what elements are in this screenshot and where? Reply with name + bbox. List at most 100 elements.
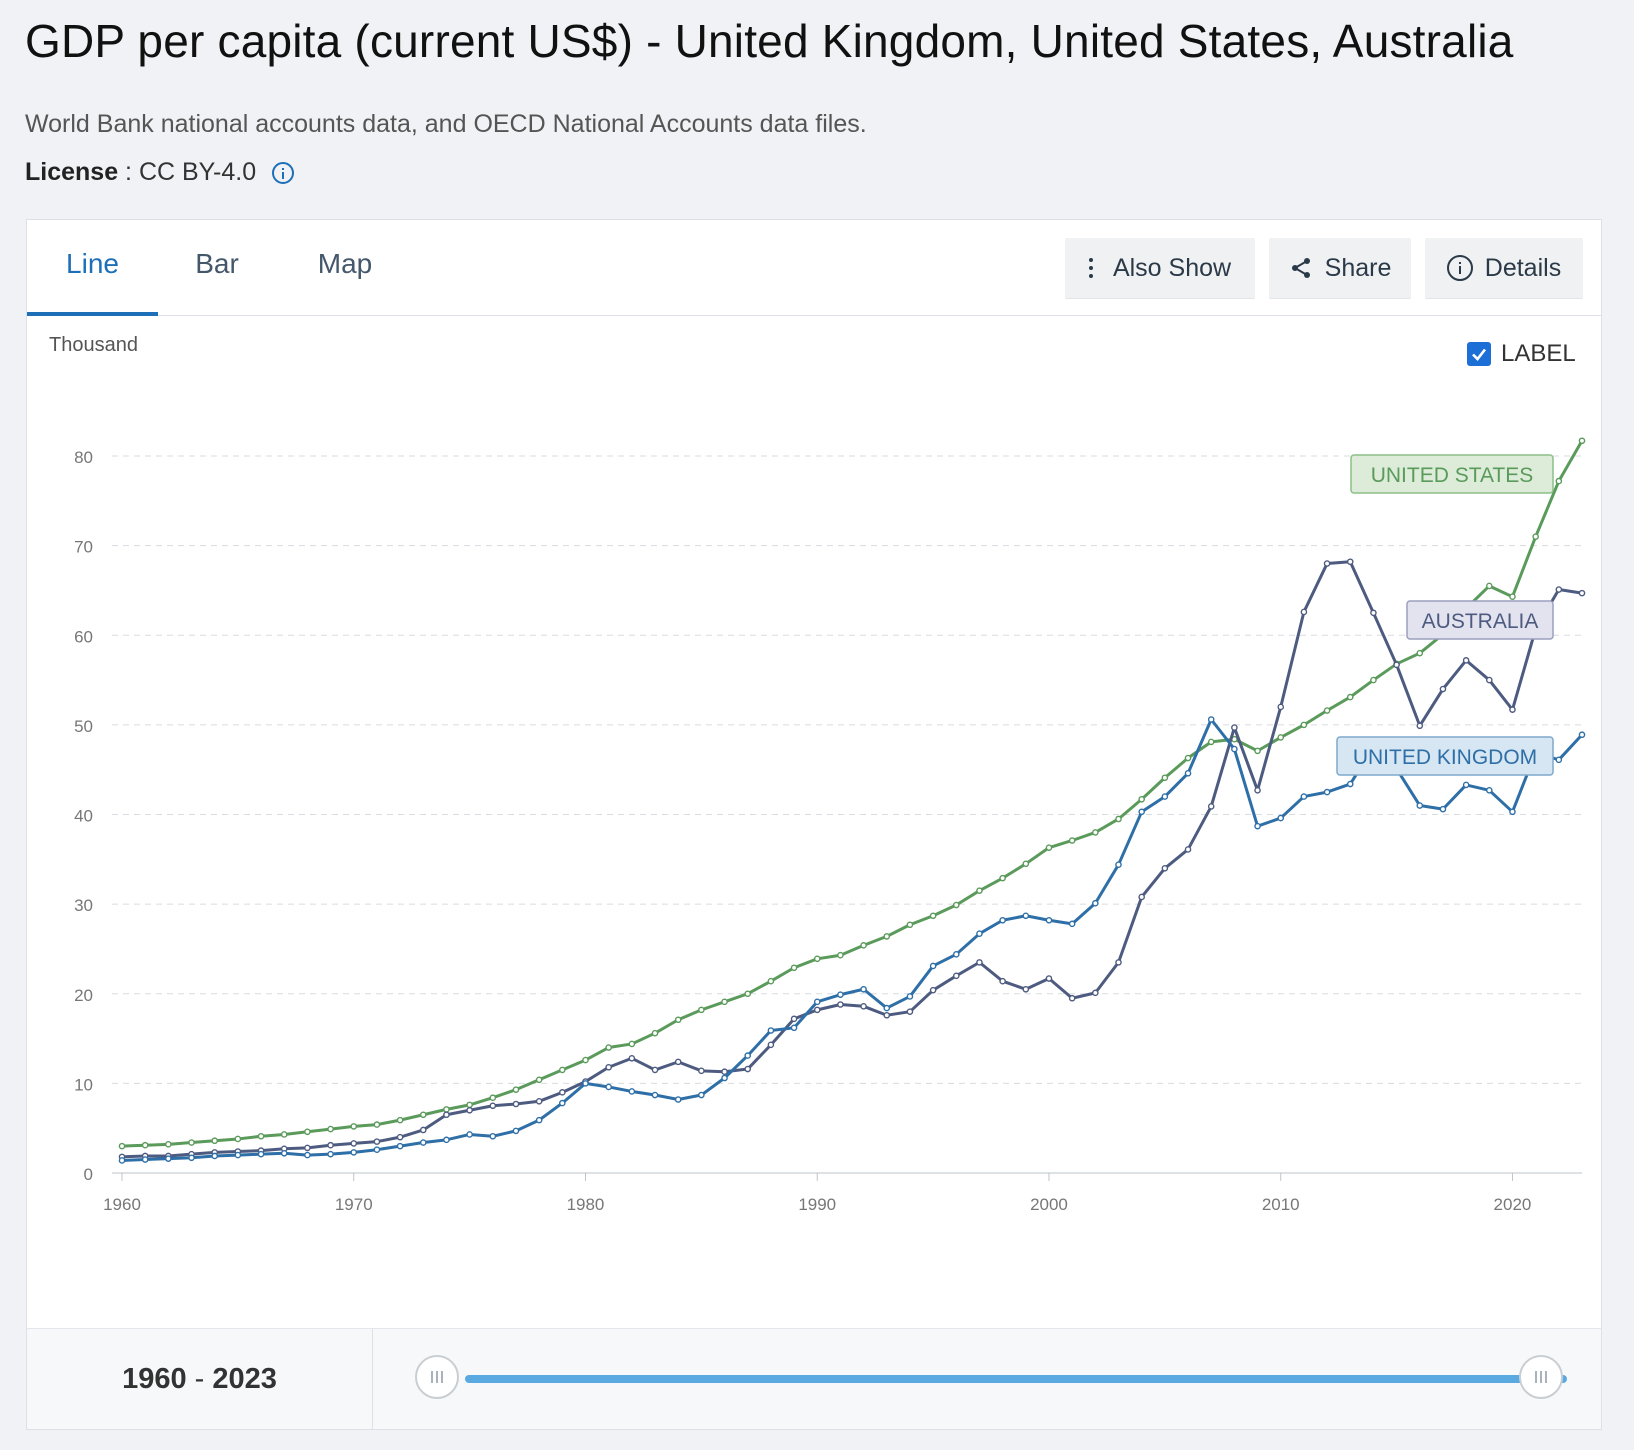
more-vertical-icon bbox=[1088, 258, 1093, 278]
data-point-united-kingdom bbox=[582, 1080, 589, 1087]
data-point-united-states bbox=[721, 998, 728, 1006]
data-point-australia bbox=[373, 1138, 381, 1145]
data-point-united-kingdom bbox=[466, 1131, 473, 1138]
data-point-united-kingdom bbox=[883, 1004, 891, 1012]
data-point-australia bbox=[512, 1100, 520, 1108]
data-point-australia bbox=[721, 1068, 728, 1076]
data-point-australia bbox=[1300, 608, 1308, 616]
data-point-united-states bbox=[535, 1076, 543, 1084]
data-point-united-states bbox=[559, 1066, 566, 1074]
tab-bar-chart[interactable]: Bar bbox=[195, 248, 239, 279]
page-title: GDP per capita (current US$) - United Ki… bbox=[25, 15, 1514, 67]
y-tick-label: 40 bbox=[74, 807, 93, 826]
x-tick-label: 1990 bbox=[798, 1195, 836, 1214]
tab-line[interactable]: Line bbox=[27, 220, 158, 316]
data-point-australia bbox=[304, 1144, 311, 1152]
series-label-australia: AUSTRALIA bbox=[1422, 610, 1539, 633]
data-point-united-states bbox=[141, 1141, 149, 1149]
x-tick-label: 2000 bbox=[1030, 1195, 1068, 1214]
data-point-australia bbox=[1346, 558, 1354, 566]
share-icon bbox=[1291, 258, 1310, 278]
data-point-australia bbox=[767, 1041, 775, 1049]
data-point-australia bbox=[1115, 959, 1122, 966]
share-button[interactable]: Share bbox=[1269, 238, 1411, 298]
series-label-united-states: UNITED STATES bbox=[1371, 464, 1534, 487]
data-point-united-kingdom bbox=[419, 1139, 427, 1146]
data-point-united-states bbox=[1045, 844, 1053, 851]
label-checkbox[interactable] bbox=[1467, 342, 1491, 366]
data-point-united-kingdom bbox=[790, 1024, 798, 1032]
data-point-australia bbox=[674, 1058, 682, 1066]
license-label: License bbox=[25, 158, 119, 186]
series-label-box-united-states bbox=[1350, 454, 1554, 494]
data-point-united-kingdom bbox=[1045, 916, 1053, 924]
data-point-united-kingdom bbox=[906, 993, 914, 1000]
data-point-united-kingdom bbox=[489, 1132, 497, 1140]
series-label-box-australia bbox=[1406, 600, 1554, 640]
tab-map[interactable]: Map bbox=[317, 248, 373, 279]
range-slider-track[interactable] bbox=[465, 1375, 1567, 1383]
data-point-australia bbox=[1370, 609, 1377, 617]
license-value: CC BY-4.0 bbox=[138, 158, 257, 186]
also-show-label: Also Show bbox=[1112, 253, 1232, 282]
also-show-button[interactable]: Also Show bbox=[1065, 238, 1255, 298]
data-point-united-states bbox=[118, 1142, 126, 1150]
data-point-united-states bbox=[1254, 747, 1261, 755]
data-point-united-kingdom bbox=[1231, 745, 1238, 753]
data-point-australia bbox=[790, 1015, 798, 1023]
data-point-australia bbox=[976, 959, 983, 966]
data-point-australia bbox=[559, 1089, 566, 1096]
data-point-australia bbox=[396, 1133, 404, 1141]
details-button[interactable]: Details bbox=[1425, 238, 1583, 298]
data-point-united-kingdom bbox=[767, 1027, 775, 1034]
data-point-australia bbox=[1207, 803, 1215, 810]
data-point-united-kingdom bbox=[929, 962, 937, 970]
data-point-united-kingdom bbox=[1439, 805, 1447, 813]
data-point-united-states bbox=[860, 942, 867, 949]
series-line-australia bbox=[121, 560, 1583, 1159]
data-point-united-kingdom bbox=[327, 1150, 334, 1158]
data-point-united-states bbox=[651, 1029, 659, 1037]
data-point-united-states bbox=[211, 1137, 218, 1145]
data-point-united-states bbox=[1555, 477, 1563, 485]
x-tick-label: 1970 bbox=[335, 1195, 373, 1214]
data-point-united-kingdom bbox=[350, 1149, 358, 1156]
y-tick-label: 70 bbox=[74, 538, 93, 557]
data-point-united-states bbox=[698, 1006, 705, 1014]
series-line-united-states bbox=[121, 440, 1584, 1148]
data-point-united-states bbox=[1207, 738, 1215, 746]
data-point-australia bbox=[1323, 560, 1331, 567]
data-point-united-kingdom bbox=[1323, 788, 1331, 796]
y-axis-unit-label: Thousand bbox=[49, 334, 138, 356]
data-point-australia bbox=[1161, 864, 1169, 872]
data-point-australia bbox=[443, 1111, 450, 1119]
data-point-united-kingdom bbox=[1277, 814, 1285, 822]
y-tick-label: 60 bbox=[74, 627, 93, 646]
data-point-united-states bbox=[396, 1116, 404, 1124]
x-tick-label: 1980 bbox=[567, 1195, 605, 1214]
data-point-united-kingdom bbox=[1300, 793, 1308, 800]
info-icon[interactable] bbox=[272, 161, 295, 184]
data-point-united-kingdom bbox=[860, 985, 867, 993]
data-point-united-kingdom bbox=[1184, 769, 1192, 777]
data-point-united-states bbox=[674, 1016, 682, 1024]
range-end: 2023 bbox=[212, 1363, 277, 1395]
data-point-united-states bbox=[999, 874, 1006, 882]
data-point-united-kingdom bbox=[628, 1088, 636, 1095]
data-point-australia bbox=[350, 1140, 358, 1147]
range-bar: 1960 - 2023 bbox=[26, 1328, 1602, 1430]
data-point-united-states bbox=[628, 1040, 636, 1048]
series-label-united-kingdom: UNITED KINGDOM bbox=[1353, 746, 1537, 769]
label-toggle[interactable]: LABEL bbox=[1467, 340, 1576, 368]
data-point-australia bbox=[883, 1011, 891, 1019]
data-point-united-states bbox=[1509, 593, 1516, 601]
range-end-handle[interactable] bbox=[1519, 1355, 1563, 1399]
data-point-united-kingdom bbox=[1486, 787, 1493, 794]
data-point-united-states bbox=[976, 887, 983, 894]
range-start-handle[interactable] bbox=[415, 1355, 459, 1399]
data-point-united-states bbox=[1486, 582, 1493, 590]
data-point-united-kingdom bbox=[1509, 808, 1516, 816]
range-text: 1960 - 2023 bbox=[27, 1329, 373, 1429]
data-point-united-kingdom bbox=[952, 951, 960, 958]
data-point-united-states bbox=[813, 955, 821, 963]
